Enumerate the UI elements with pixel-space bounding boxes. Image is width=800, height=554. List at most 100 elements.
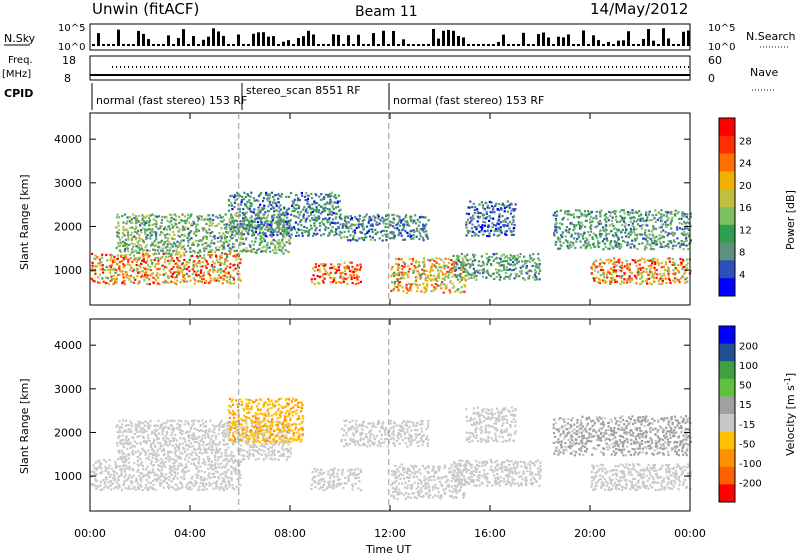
echo-cell [179, 218, 182, 221]
echo-cell [679, 245, 682, 248]
echo-cell [552, 214, 555, 217]
echo-cell [123, 441, 126, 444]
echo-cell [514, 203, 517, 206]
echo-cell [230, 453, 233, 456]
echo-cell [682, 273, 686, 276]
echo-cell [622, 239, 625, 242]
echo-cell [359, 263, 362, 266]
echo-cell [568, 213, 571, 216]
echo-cell [136, 229, 140, 233]
echo-cell [162, 228, 166, 231]
echo-cell [125, 273, 128, 276]
echo-cell [244, 432, 247, 435]
echo-cell [335, 232, 338, 235]
echo-cell [409, 236, 412, 239]
echo-cell [603, 262, 606, 265]
echo-cell [123, 429, 126, 432]
echo-cell [315, 219, 318, 223]
echo-cell [422, 223, 425, 226]
echo-cell [667, 211, 670, 214]
echo-cell [236, 477, 239, 481]
echo-cell [360, 231, 363, 234]
echo-cell [671, 231, 674, 234]
echo-cell [187, 469, 190, 472]
echo-cell [146, 256, 149, 259]
echo-cell [633, 216, 636, 219]
echo-cell [262, 216, 265, 219]
echo-cell [485, 215, 489, 219]
echo-cell [160, 465, 163, 468]
echo-cell [308, 228, 311, 231]
echo-cell [679, 264, 682, 267]
echo-cell [246, 407, 249, 410]
echo-cell [482, 262, 485, 265]
echo-cell [376, 223, 379, 226]
echo-cell [173, 213, 176, 216]
echo-cell [626, 211, 629, 214]
echo-cell [537, 257, 540, 260]
echo-cell [467, 212, 470, 216]
echo-cell [658, 234, 661, 237]
echo-cell [271, 458, 274, 461]
echo-cell [328, 201, 332, 204]
echo-cell [530, 270, 533, 273]
echo-cell [329, 198, 332, 201]
echo-cell [135, 217, 139, 220]
echo-cell [231, 410, 235, 413]
echo-cell [207, 463, 210, 466]
echo-cell [151, 430, 154, 433]
echo-cell [97, 276, 100, 279]
echo-cell [666, 244, 669, 247]
echo-cell [402, 271, 405, 274]
echo-cell [232, 278, 236, 281]
echo-cell [283, 244, 286, 247]
echo-cell [199, 448, 202, 451]
echo-cell [253, 435, 256, 438]
echo-cell [278, 213, 281, 216]
noise-bar [557, 36, 560, 46]
echo-cell [632, 220, 636, 223]
echo-cell [278, 416, 281, 419]
echo-cell [197, 256, 200, 259]
echo-cell [288, 429, 292, 432]
echo-cell [157, 459, 160, 462]
echo-cell [230, 450, 233, 453]
echo-cell [220, 269, 223, 272]
echo-cell [148, 216, 151, 220]
echo-cell [142, 473, 146, 477]
echo-cell [345, 266, 348, 270]
echo-cell [229, 262, 232, 266]
noise-bar [322, 44, 325, 46]
echo-cell [396, 268, 400, 271]
echo-cell [126, 447, 129, 450]
echo-cell [116, 231, 119, 234]
echo-cell [467, 277, 470, 280]
echo-cell [151, 228, 154, 231]
echo-cell [315, 206, 318, 209]
echo-cell [592, 242, 595, 245]
echo-cell [323, 196, 326, 199]
echo-cell [628, 268, 631, 272]
echo-cell [425, 223, 428, 226]
echo-cell [679, 227, 682, 230]
echo-cell [157, 276, 160, 279]
echo-cell [593, 216, 596, 219]
echo-cell [232, 423, 235, 427]
echo-cell [610, 273, 613, 276]
echo-cell [314, 229, 317, 232]
noise-bar [252, 33, 255, 46]
echo-cell [151, 213, 154, 216]
echo-cell [278, 210, 281, 213]
noise-bar [222, 35, 225, 46]
echo-cell [355, 226, 358, 230]
echo-cell [225, 240, 228, 243]
echo-cell [301, 234, 304, 237]
echo-cell [225, 223, 228, 226]
echo-cell [116, 444, 119, 447]
echo-cell [652, 228, 655, 231]
echo-cell [196, 245, 199, 248]
echo-cell [440, 283, 443, 286]
echo-cell [347, 267, 350, 270]
echo-cell [314, 265, 317, 269]
echo-cell [559, 234, 563, 237]
